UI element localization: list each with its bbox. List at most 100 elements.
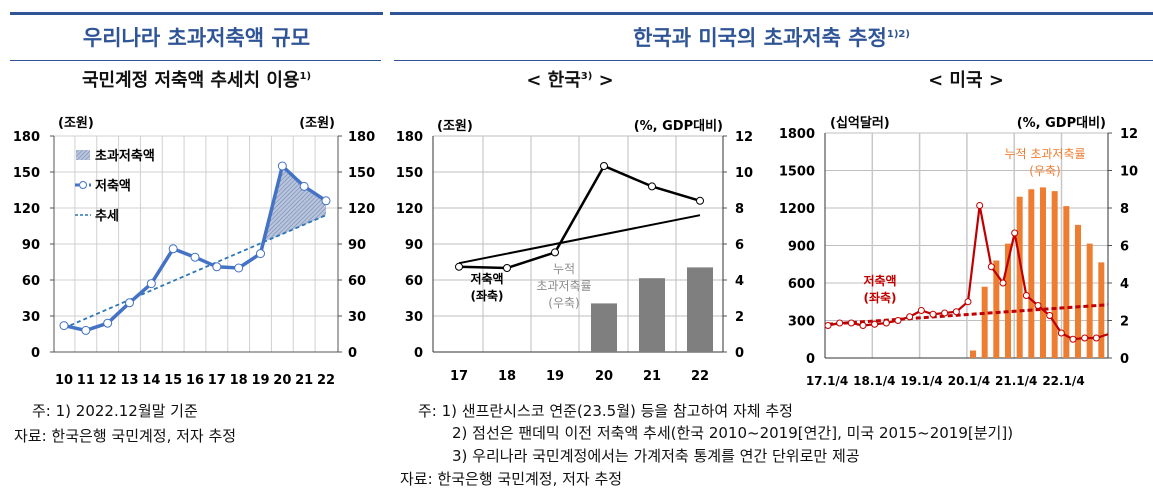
right-note-3: 3) 우리나라 국민계정에서는 가계저축 통계를 연간 단위로만 제공 xyxy=(452,447,860,465)
y-tick-label: 180 xyxy=(396,130,423,145)
savings-point xyxy=(999,279,1007,287)
savings-point xyxy=(847,319,855,327)
savings-point xyxy=(1092,334,1100,342)
annotation-savings-axis: (좌축) xyxy=(863,290,896,305)
y-axis-label: (십억달러) xyxy=(830,115,890,131)
excess-rate-bar xyxy=(1063,206,1070,358)
y-tick-label: 0 xyxy=(806,352,815,367)
x-tick-label: 22 xyxy=(691,369,709,384)
y2-axis-label: (조원) xyxy=(299,116,335,131)
x-tick-label: 19 xyxy=(546,369,564,384)
x-tick-label: 17 xyxy=(208,373,226,388)
x-tick-label: 17 xyxy=(450,369,468,384)
y2-tick-label: 10 xyxy=(735,166,753,181)
korea-label-text: < 한국 xyxy=(526,70,581,91)
y2-tick-label: 8 xyxy=(735,202,744,217)
x-tick-label: 22.1/4 xyxy=(1042,374,1084,388)
right-panel-title-text: 한국과 미국의 초과저축 추정 xyxy=(633,26,887,50)
savings-point xyxy=(952,308,960,316)
y2-tick-label: 60 xyxy=(348,274,366,289)
savings-point xyxy=(882,319,890,327)
annotation-rate: 누적 xyxy=(553,262,575,276)
y-tick-label: 150 xyxy=(396,166,423,181)
y2-tick-label: 12 xyxy=(735,130,753,145)
left-subtitle-sup: 1) xyxy=(299,71,312,82)
savings-line xyxy=(458,164,701,270)
x-tick-label: 10 xyxy=(55,373,73,388)
savings-point xyxy=(503,264,511,272)
y2-tick-label: 10 xyxy=(1120,165,1138,180)
y2-axis-label: (%, GDP대비) xyxy=(1017,116,1106,131)
y-tick-label: 30 xyxy=(405,310,423,325)
kr-excess-savings-chart: 0 0 30 30 60 60 90 90 120 120 150 150 180 180 10 11 12 13… xyxy=(13,116,375,388)
savings-point xyxy=(917,307,925,314)
annotation-rate-2: 초과저축률 xyxy=(536,279,591,293)
y2-tick-label: 0 xyxy=(348,346,357,361)
savings-point xyxy=(696,196,704,205)
y2-tick-label: 12 xyxy=(1120,127,1138,142)
savings-point xyxy=(1022,292,1030,299)
legend-swatch-excess xyxy=(76,150,90,160)
y-tick-label: 1200 xyxy=(779,202,815,217)
y-tick-label: 180 xyxy=(13,130,40,145)
savings-point xyxy=(277,161,287,171)
excess-rate-bar xyxy=(1098,262,1105,358)
savings-point xyxy=(59,321,69,331)
savings-point xyxy=(964,298,972,306)
right-panel-title: 한국과 미국의 초과저축 추정1)2) xyxy=(390,22,1153,52)
y2-axis-label: (%, GDP대비) xyxy=(634,119,723,134)
annotation-rate-axis: (우축) xyxy=(1029,164,1060,178)
annotation-savings-axis: (좌축) xyxy=(470,288,503,303)
y2-tick-label: 0 xyxy=(1120,352,1129,367)
y-tick-label: 60 xyxy=(22,274,40,289)
savings-point xyxy=(648,182,656,191)
y2-tick-label: 6 xyxy=(1120,240,1129,255)
savings-point xyxy=(81,325,91,335)
right-note-2: 2) 점선은 팬데믹 이전 저축액 추세(한국 2010~2019[연간], 미… xyxy=(452,424,1014,442)
savings-point xyxy=(168,244,178,254)
x-tick-label: 20 xyxy=(273,373,291,388)
x-tick-label: 16 xyxy=(186,373,204,388)
korea-label-sup: 3) xyxy=(580,71,593,82)
savings-point xyxy=(600,162,608,170)
y-tick-label: 150 xyxy=(13,166,40,181)
savings-point xyxy=(1034,302,1042,309)
right-source: 자료: 한국은행 국민계정, 저자 추정 xyxy=(400,470,623,488)
savings-point xyxy=(299,181,309,191)
y-tick-label: 120 xyxy=(13,202,40,217)
y-tick-label: 90 xyxy=(405,238,423,253)
y2-tick-label: 120 xyxy=(348,202,375,217)
legend-label-excess: 초과저축액 xyxy=(95,148,155,164)
y-tick-label: 600 xyxy=(788,277,815,292)
y-axis-label: (조원) xyxy=(437,119,473,134)
savings-point xyxy=(894,317,902,324)
excess-rate-bar xyxy=(687,267,713,352)
x-tick-label: 21 xyxy=(643,369,661,384)
x-tick-label: 15 xyxy=(164,373,182,388)
us-chart-label: < 미국 > xyxy=(928,70,1004,91)
savings-point xyxy=(929,310,937,318)
y-tick-label: 900 xyxy=(788,240,815,255)
y-tick-label: 30 xyxy=(22,310,40,325)
trend-line xyxy=(458,214,701,265)
savings-point xyxy=(976,202,984,209)
x-tick-label: 20 xyxy=(595,369,613,384)
x-tick-label: 20.1/4 xyxy=(948,374,990,388)
annotation-savings: 저축액 xyxy=(863,273,896,288)
right-note-1: 주: 1) 샌프란시스코 연준(23.5월) 등을 참고하여 자체 추정 xyxy=(418,402,793,420)
left-sub-divider xyxy=(10,60,381,61)
excess-rate-bar xyxy=(1005,243,1011,358)
savings-point xyxy=(551,248,559,257)
y-tick-label: 0 xyxy=(31,346,40,361)
right-header-bar xyxy=(390,12,1153,15)
x-tick-label: 18 xyxy=(498,369,516,384)
legend-label-trend: 추세 xyxy=(95,208,119,224)
left-panel-subtitle: 국민계정 저축액 추세치 이용1) xyxy=(10,66,383,92)
savings-point xyxy=(836,319,844,327)
x-tick-label: 13 xyxy=(120,373,138,388)
excess-rate-bar xyxy=(639,278,665,352)
savings-point xyxy=(906,313,914,321)
savings-point xyxy=(190,252,200,262)
left-subtitle-text: 국민계정 저축액 추세치 이용 xyxy=(81,70,300,91)
x-tick-label: 21.1/4 xyxy=(995,374,1037,388)
